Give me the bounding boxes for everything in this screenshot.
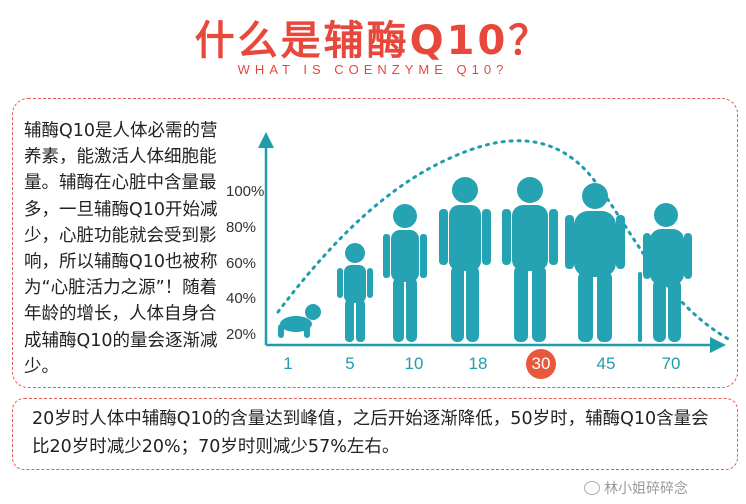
- silhouette-child-10: [383, 204, 427, 342]
- y-axis-arrow: [258, 132, 274, 148]
- x-tick-10: 10: [404, 354, 424, 373]
- y-tick-20: 20%: [226, 326, 257, 343]
- description-text: 辅酶Q10是人体必需的营养素，能激活人体细胞能量。辅酶在心脏中含量最多，一旦辅酶…: [24, 121, 218, 377]
- wechat-icon: [584, 481, 600, 495]
- watermark: 林小姐碎碎念: [584, 478, 688, 498]
- x-tick-45: 45: [596, 354, 616, 373]
- x-axis-arrow: [710, 337, 726, 353]
- x-tick-30: 30: [531, 354, 551, 373]
- highlight-circle-30: [526, 349, 556, 379]
- x-tick-18: 18: [468, 354, 488, 373]
- silhouette-elder-70: [638, 203, 692, 342]
- info-panel: [12, 98, 738, 388]
- x-tick-70: 70: [661, 354, 681, 373]
- summary-text: 20岁时人体中辅酶Q10的含量达到峰值，之后开始逐渐降低，50岁时，辅酶Q10含…: [32, 409, 709, 457]
- page-title: 什么是辅酶Q10？: [194, 18, 552, 64]
- page-subtitle: WHAT IS COENZYME Q10?: [237, 62, 509, 77]
- y-tick-80: 80%: [226, 219, 257, 236]
- silhouette-child-5: [337, 243, 373, 342]
- summary-panel: [12, 398, 738, 470]
- x-tick-5: 5: [345, 354, 355, 373]
- silhouette-baby: [278, 304, 321, 338]
- y-tick-40: 40%: [226, 290, 257, 307]
- x-tick-1: 1: [283, 354, 293, 373]
- y-tick-100: 100%: [226, 183, 265, 200]
- y-tick-60: 60%: [226, 255, 257, 272]
- silhouette-adult-45: [565, 183, 625, 342]
- silhouette-adult-30: [502, 177, 558, 342]
- human-silhouettes: [278, 177, 692, 342]
- watermark-text: 林小姐碎碎念: [604, 481, 688, 497]
- silhouette-teen-18: [439, 177, 491, 342]
